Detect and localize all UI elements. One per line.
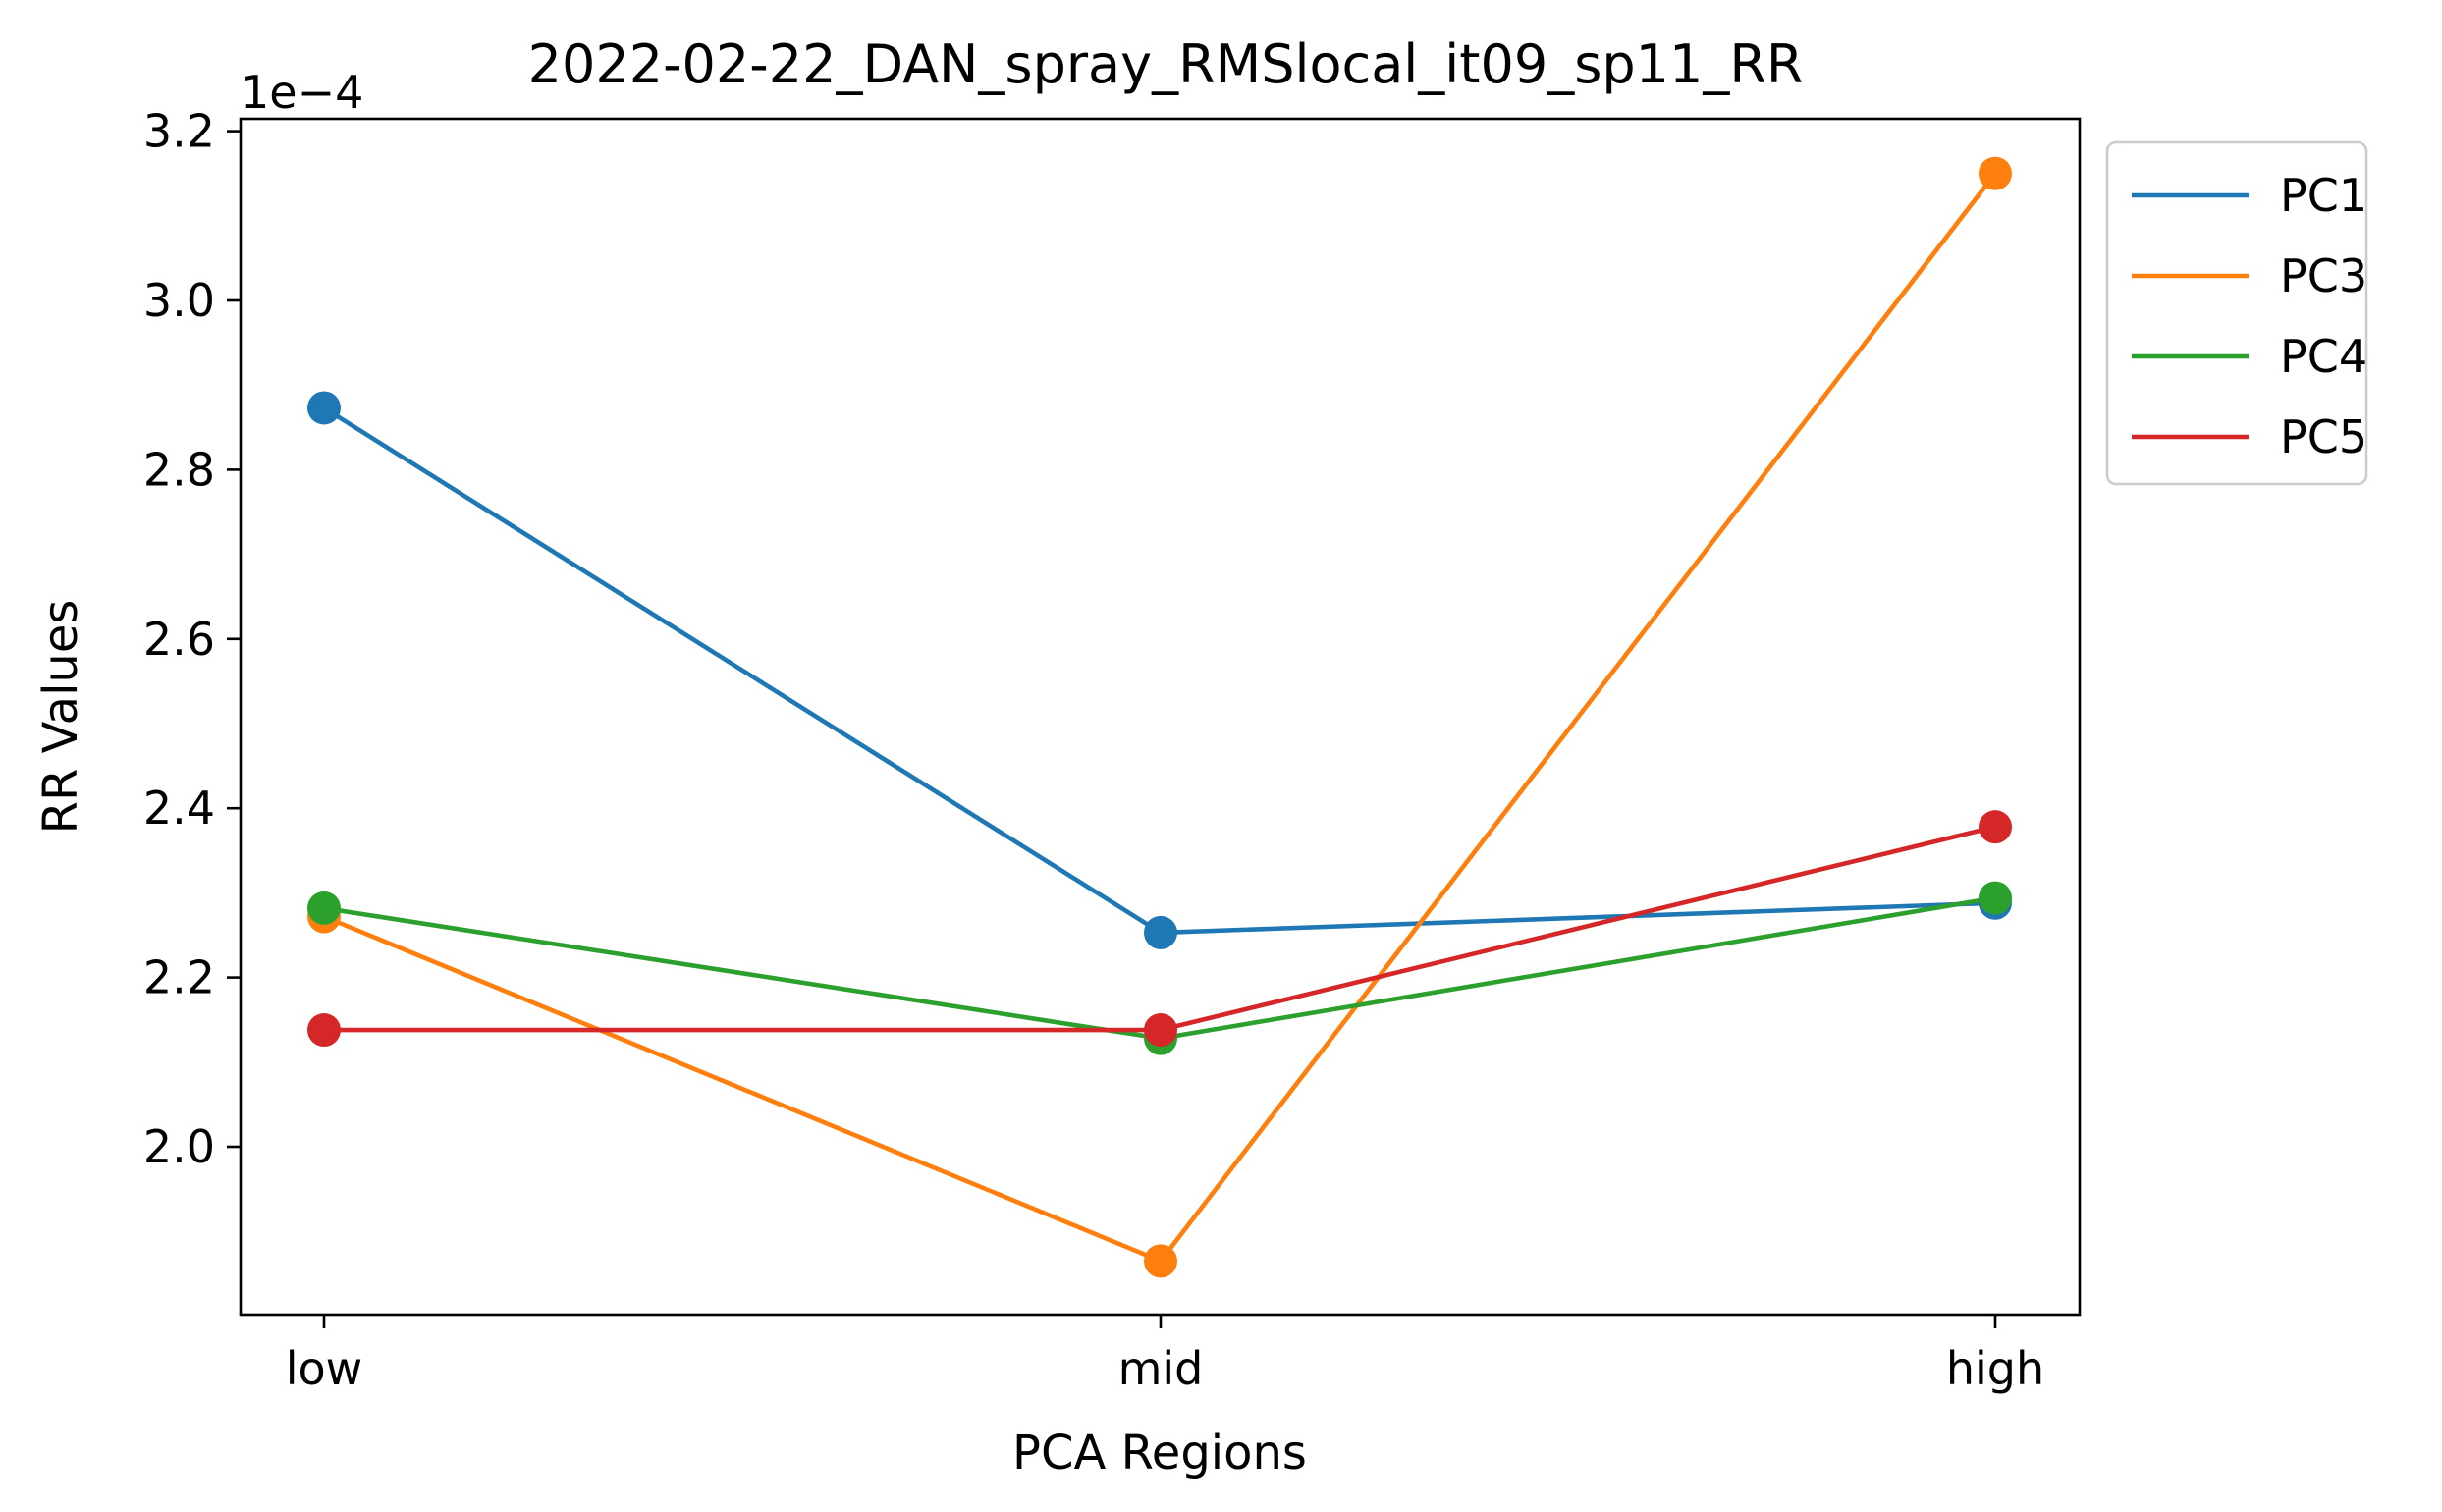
legend-label-pc4: PC4 — [2280, 330, 2367, 383]
y-offset-label: 1e−4 — [241, 66, 363, 119]
axis-ticks: low mid high 2.0 2.2 2.4 2.6 2.8 3.0 3.2 — [143, 105, 2044, 1395]
data-point-pc5-low — [307, 1013, 341, 1048]
data-point-pc4-low — [307, 891, 341, 925]
x-tick-label: mid — [1118, 1342, 1204, 1395]
y-tick-label: 3.2 — [143, 105, 215, 158]
legend-label-pc3: PC3 — [2280, 249, 2367, 302]
legend-label-pc5: PC5 — [2280, 410, 2367, 463]
y-tick-label: 2.6 — [143, 613, 215, 666]
data-point-pc3-high — [1979, 156, 2012, 190]
y-tick-label: 2.8 — [143, 443, 215, 496]
x-tick-label: high — [1946, 1342, 2044, 1395]
chart-title: 2022-02-22_DAN_spray_RMSlocal_it09_sp11_… — [528, 33, 1804, 95]
y-tick-label: 2.4 — [143, 782, 215, 835]
legend-frame — [2105, 140, 2368, 486]
x-axis-label: PCA Regions — [1012, 1426, 1307, 1481]
data-point-pc5-mid — [1144, 1013, 1177, 1048]
data-point-pc5-high — [1979, 810, 2012, 844]
data-point-pc1-low — [307, 391, 341, 425]
legend-label-pc1: PC1 — [2280, 169, 2367, 222]
plot-frame — [239, 117, 2082, 1317]
y-tick-label: 2.0 — [143, 1120, 215, 1173]
y-tick-label: 2.2 — [143, 951, 215, 1004]
y-tick-label: 3.0 — [143, 274, 215, 327]
data-point-pc1-mid — [1144, 915, 1177, 949]
x-tick-label: low — [286, 1342, 363, 1395]
data-point-pc4-high — [1979, 881, 2012, 915]
series-group — [307, 156, 2012, 1278]
y-axis-label: RR Values — [33, 600, 88, 835]
legend: PC1 PC3 PC4 PC5 — [2105, 140, 2368, 486]
data-point-pc3-mid — [1144, 1244, 1177, 1278]
